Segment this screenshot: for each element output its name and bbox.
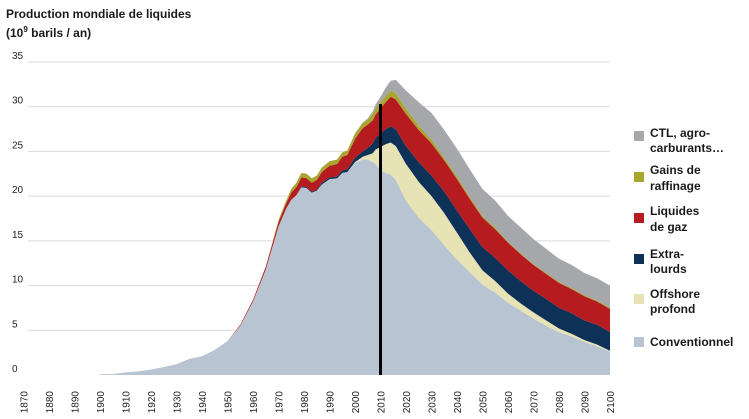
legend-swatch	[634, 294, 644, 304]
legend-item: Conventionnel	[634, 335, 733, 349]
x-tick-label: 1920	[147, 391, 158, 414]
x-tick-label: 2030	[428, 391, 439, 414]
x-tick-label: 1890	[71, 391, 82, 414]
x-tick-label: 1940	[198, 391, 209, 414]
y-tick-label: 20	[12, 185, 24, 196]
stacked-areas	[100, 79, 610, 375]
legend-swatch	[634, 213, 644, 223]
legend-label: Extra-	[650, 247, 684, 261]
x-tick-label: 1880	[45, 391, 56, 414]
area-series-3	[100, 96, 610, 375]
x-tick-label: 1970	[275, 391, 286, 414]
x-tick-label: 2010	[377, 391, 388, 414]
legend-label: carburants…	[650, 141, 724, 155]
legend-item: Extra-lourds	[634, 247, 687, 276]
x-tick-label: 2020	[402, 391, 413, 414]
x-tick-label: 1950	[224, 391, 235, 414]
legend-item: Gains de raffinage	[634, 163, 701, 193]
legend-label: Offshore	[650, 287, 700, 301]
legend-label: Conventionnel	[650, 335, 733, 349]
x-tick-label: 2060	[504, 391, 515, 414]
x-tick-label: 2080	[555, 391, 566, 414]
x-tick-label: 1990	[326, 391, 337, 414]
area-series-0	[100, 159, 610, 375]
x-tick-label: 2090	[581, 391, 592, 414]
legend-label: raffinage	[650, 179, 701, 193]
y-tick-label: 15	[12, 230, 24, 241]
chart-title-line1: Production mondiale de liquides	[6, 7, 192, 21]
legend-label: lourds	[650, 262, 687, 276]
legend: CTL, agro-carburants… Gains de raffinage Li…	[634, 126, 733, 349]
x-tick-label: 1910	[122, 391, 133, 414]
legend-label: Liquides	[650, 204, 700, 218]
legend-swatch	[634, 131, 644, 141]
x-axis: 1870 1880 1890 1900 1910 1920 1930 1940 1950 1960…	[20, 391, 618, 414]
x-tick-label: 2100	[606, 391, 617, 414]
y-tick-label: 5	[12, 319, 18, 330]
legend-swatch	[634, 337, 644, 347]
chart-title-line2: (109 barils / an)	[6, 25, 91, 40]
legend-item: Liquides de gaz	[634, 204, 700, 234]
legend-label: CTL, agro-	[650, 126, 710, 140]
y-axis: 0 5 10 15 20 25 30 35	[12, 51, 24, 375]
x-tick-label: 2070	[530, 391, 541, 414]
x-tick-label: 1980	[300, 391, 311, 414]
x-tick-label: 1930	[173, 391, 184, 414]
y-tick-label: 35	[12, 51, 24, 62]
x-tick-label: 2000	[351, 391, 362, 414]
x-tick-label: 1960	[249, 391, 260, 414]
y-tick-label: 25	[12, 140, 24, 151]
x-tick-label: 1900	[96, 391, 107, 414]
y-tick-label: 10	[12, 275, 24, 286]
legend-swatch	[634, 254, 644, 264]
area-series-5	[100, 79, 610, 375]
x-tick-label: 1870	[20, 391, 31, 414]
legend-label: Gains de	[650, 163, 701, 177]
chart-title: Production mondiale de liquides (109 bar…	[6, 7, 192, 40]
x-tick-label: 2040	[453, 391, 464, 414]
legend-item: CTL, agro-carburants…	[634, 126, 724, 155]
y-tick-label: 0	[12, 364, 18, 375]
legend-swatch	[634, 172, 644, 182]
legend-label: profond	[650, 302, 695, 316]
legend-label: de gaz	[650, 220, 687, 234]
y-tick-label: 30	[12, 96, 24, 107]
x-tick-label: 2050	[479, 391, 490, 414]
